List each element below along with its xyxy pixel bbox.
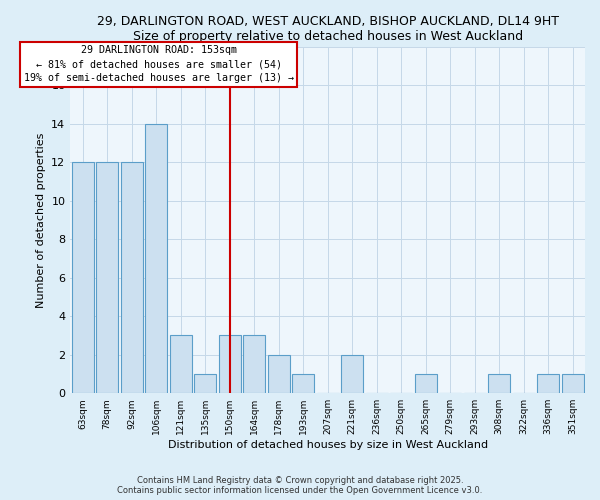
Bar (170, 336, 191, 393)
Bar (292, 374, 314, 393)
Bar (121, 162, 143, 393)
Text: 29 DARLINGTON ROAD: 153sqm
← 81% of detached houses are smaller (54)
19% of semi: 29 DARLINGTON ROAD: 153sqm ← 81% of deta… (23, 46, 293, 84)
Y-axis label: Number of detached properties: Number of detached properties (36, 132, 46, 308)
Bar (145, 124, 167, 393)
Bar (71, 162, 94, 393)
Bar (194, 374, 216, 393)
Bar (96, 162, 118, 393)
Text: Contains HM Land Registry data © Crown copyright and database right 2025.
Contai: Contains HM Land Registry data © Crown c… (118, 476, 482, 495)
Bar (488, 374, 510, 393)
Bar (341, 354, 363, 393)
Title: 29, DARLINGTON ROAD, WEST AUCKLAND, BISHOP AUCKLAND, DL14 9HT
Size of property r: 29, DARLINGTON ROAD, WEST AUCKLAND, BISH… (97, 15, 559, 43)
Bar (537, 374, 559, 393)
Bar (243, 336, 265, 393)
Bar (268, 354, 290, 393)
Bar (218, 336, 241, 393)
Bar (562, 374, 584, 393)
X-axis label: Distribution of detached houses by size in West Auckland: Distribution of detached houses by size … (167, 440, 488, 450)
Bar (415, 374, 437, 393)
